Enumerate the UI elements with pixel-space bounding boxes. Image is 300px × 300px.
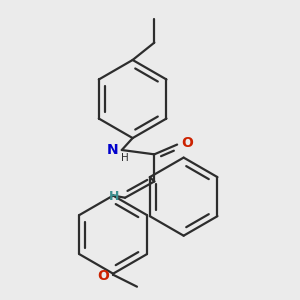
Text: H: H bbox=[122, 153, 129, 163]
Text: H: H bbox=[109, 190, 120, 203]
Text: O: O bbox=[97, 269, 109, 283]
Text: O: O bbox=[181, 136, 193, 151]
Text: N: N bbox=[107, 143, 118, 157]
